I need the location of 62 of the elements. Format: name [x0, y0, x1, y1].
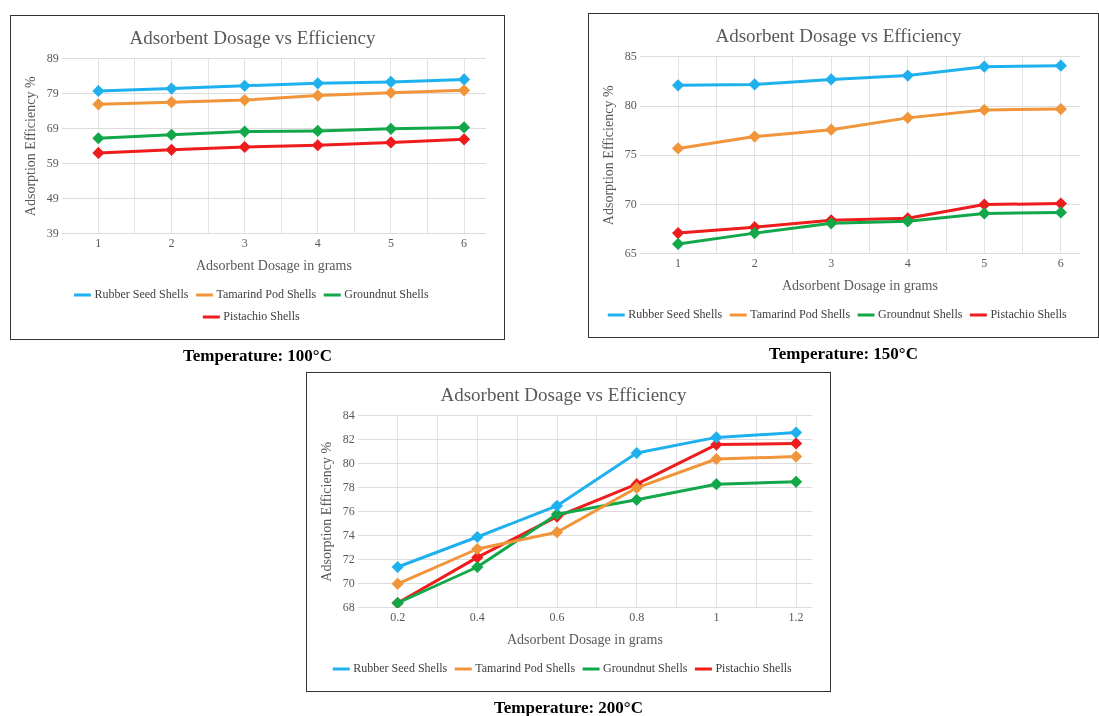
x-tick-label: 4: [314, 236, 321, 251]
legend-label: Rubber Seed Shells: [628, 307, 723, 322]
y-axis-title: Adsorption Efficiency %: [319, 441, 335, 582]
y-tick-label: 89: [46, 50, 59, 65]
y-tick-label: 78: [342, 479, 355, 494]
legend-label: Pistachio Shells: [223, 309, 300, 324]
x-axis-title: Adsorbent Dosage in grams: [781, 278, 938, 294]
text: Temperature: 200°C: [493, 698, 644, 716]
x-tick-label: 0.8: [629, 610, 645, 625]
y-tick-label: 70: [342, 575, 355, 590]
x-tick-label: 3: [241, 236, 248, 251]
x-tick-label: 3: [828, 256, 835, 271]
legend-label: Tamarind Pod Shells: [475, 661, 576, 676]
text: Temperature: 150°C: [768, 344, 919, 364]
text: Temperature: 100°C: [182, 346, 333, 366]
chart-title: Adsorbent Dosage vs Efficiency: [129, 27, 377, 49]
x-tick-label: 1: [95, 236, 102, 251]
y-tick-label: 68: [342, 599, 355, 614]
y-tick-label: 39: [46, 225, 59, 240]
x-tick-label: 5: [387, 236, 394, 251]
x-axis-title: Adsorbent Dosage in grams: [195, 258, 352, 274]
y-axis-title: Adsorption Efficiency %: [601, 85, 617, 226]
y-tick-label: 70: [624, 196, 637, 211]
y-tick-label: 49: [46, 190, 59, 205]
x-tick-label: 0.6: [549, 610, 565, 625]
x-tick-label: 2: [751, 256, 758, 271]
legend-label: Groundnut Shells: [344, 287, 429, 302]
legend-label: Rubber Seed Shells: [353, 661, 448, 676]
chart-title: Adsorbent Dosage vs Efficiency: [440, 384, 688, 406]
legend-label: Tamarind Pod Shells: [216, 287, 317, 302]
y-tick-label: 74: [342, 527, 355, 542]
x-tick-label: 2: [168, 236, 175, 251]
y-tick-label: 72: [342, 551, 355, 566]
x-axis-title: Adsorbent Dosage in grams: [506, 632, 663, 648]
y-tick-label: 75: [624, 147, 637, 162]
y-tick-label: 85: [624, 48, 637, 63]
chart-title: Adsorbent Dosage vs Efficiency: [715, 25, 963, 47]
y-axis-title: Adsorption Efficiency %: [23, 76, 39, 217]
y-tick-label: 82: [342, 431, 355, 446]
legend-label: Pistachio Shells: [715, 661, 793, 676]
x-tick-label: 0.4: [469, 610, 485, 625]
x-tick-label: 6: [461, 236, 468, 251]
x-tick-label: 4: [904, 256, 911, 271]
legend-label: Pistachio Shells: [990, 307, 1068, 322]
legend-label: Groundnut Shells: [603, 661, 688, 676]
legend-label: Groundnut Shells: [878, 307, 963, 322]
y-tick-label: 76: [342, 503, 355, 518]
x-tick-label: 1: [675, 256, 682, 271]
x-tick-label: 1.2: [788, 610, 804, 625]
legend-label: Rubber Seed Shells: [94, 287, 189, 302]
x-tick-label: 0.2: [390, 610, 406, 625]
y-tick-label: 59: [46, 155, 59, 170]
x-tick-label: 5: [981, 256, 988, 271]
x-tick-label: 6: [1057, 256, 1064, 271]
y-tick-label: 84: [342, 407, 355, 422]
y-tick-label: 79: [46, 85, 59, 100]
y-tick-label: 65: [624, 245, 637, 260]
y-tick-label: 80: [624, 98, 637, 113]
y-tick-label: 80: [342, 455, 355, 470]
x-tick-label: 1: [713, 610, 720, 625]
legend-label: Tamarind Pod Shells: [750, 307, 851, 322]
y-tick-label: 69: [46, 120, 59, 135]
